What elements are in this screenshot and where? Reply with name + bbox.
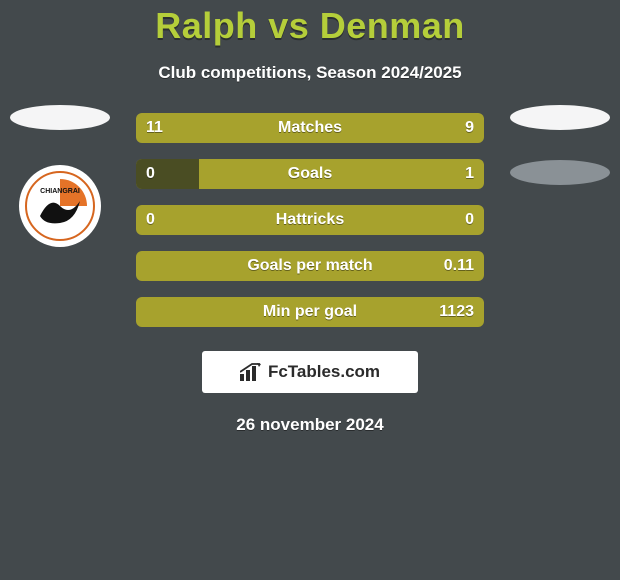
stat-value-left: 0: [146, 205, 155, 235]
stat-bar-row: Hattricks0 0: [136, 205, 484, 235]
player-left-badge: CHIANGRAI: [19, 165, 101, 247]
stat-bar-row: Min per goal1123: [136, 297, 484, 327]
stat-bars: Matches119Goals01Hattricks00Goals per ma…: [136, 113, 484, 327]
stat-bar-row: Matches11 9: [136, 113, 484, 143]
stat-value-right: 1123: [439, 297, 474, 327]
page-subtitle: Club competitions, Season 2024/2025: [0, 63, 620, 83]
stat-label: Min per goal: [136, 297, 484, 327]
page-title: Ralph vs Denman: [0, 0, 620, 47]
player-left-oval: [10, 105, 110, 130]
stat-label: Goals per match: [136, 251, 484, 281]
bars-icon: [240, 363, 262, 381]
stat-value-right: 1: [465, 159, 474, 189]
stat-label: Matches: [136, 113, 484, 143]
stat-label: Goals: [136, 159, 484, 189]
stat-bar-row: Goals per match0.11: [136, 251, 484, 281]
left-player-column: CHIANGRAI: [10, 105, 110, 247]
badge-text: CHIANGRAI: [40, 188, 80, 195]
stat-label: Hattricks: [136, 205, 484, 235]
brand-text: FcTables.com: [268, 362, 380, 382]
stat-value-right: 0.11: [444, 251, 474, 281]
footer-date: 26 november 2024: [0, 415, 620, 435]
stat-bar-row: Goals0 1: [136, 159, 484, 189]
chiangrai-badge-icon: CHIANGRAI: [25, 171, 95, 241]
stat-value-left: 11: [146, 113, 163, 143]
stat-value-right: 0: [465, 205, 474, 235]
stat-value-right: 9: [465, 113, 474, 143]
player-right-oval-2: [510, 160, 610, 185]
stat-value-left: 0: [146, 159, 155, 189]
right-player-column: [510, 105, 610, 185]
stats-area: CHIANGRAI Matches119Goals01Hattricks00Go…: [0, 113, 620, 327]
player-right-oval-1: [510, 105, 610, 130]
brand-box[interactable]: FcTables.com: [202, 351, 418, 393]
